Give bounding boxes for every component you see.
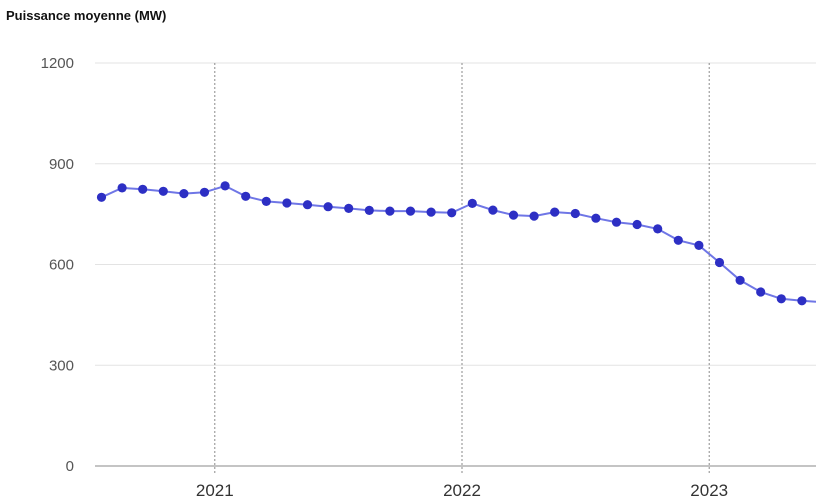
data-point xyxy=(323,202,333,212)
year-gridlines xyxy=(214,63,710,474)
data-point xyxy=(611,217,622,227)
data-point xyxy=(344,203,354,213)
data-point xyxy=(302,200,313,210)
data-point xyxy=(694,240,704,250)
data-point xyxy=(529,211,539,221)
data-point xyxy=(385,206,395,216)
chart-title: Puissance moyenne (MW) xyxy=(6,8,167,23)
x-tick-label: 2023 xyxy=(690,481,728,500)
data-point xyxy=(364,205,374,215)
data-point xyxy=(735,275,745,285)
data-point xyxy=(550,207,560,217)
x-tick-label: 2021 xyxy=(196,481,234,500)
x-tick-label: 2022 xyxy=(443,481,481,500)
data-point xyxy=(673,235,683,245)
data-point xyxy=(714,257,725,268)
data-point xyxy=(261,196,271,206)
data-point xyxy=(199,187,210,197)
data-point xyxy=(282,198,292,208)
data-point xyxy=(96,192,107,202)
y-tick-label: 300 xyxy=(49,357,74,374)
y-tick-label: 0 xyxy=(66,458,74,475)
data-point xyxy=(117,183,127,193)
y-tick-label: 900 xyxy=(49,156,74,173)
data-point xyxy=(488,205,498,215)
series-layer xyxy=(96,181,816,306)
data-point xyxy=(426,207,436,217)
data-point xyxy=(158,186,168,196)
data-point xyxy=(138,184,148,194)
data-point xyxy=(756,287,766,297)
y-tick-label: 1200 xyxy=(41,55,74,72)
data-point xyxy=(776,294,786,304)
data-point xyxy=(467,198,477,208)
data-point xyxy=(653,224,663,234)
data-point xyxy=(570,208,580,219)
y-tick-label: 600 xyxy=(49,257,74,274)
x-axis-tick-labels: 2021 2022 2023 xyxy=(196,481,728,500)
data-point xyxy=(591,213,601,223)
data-point xyxy=(508,210,519,220)
data-point xyxy=(447,208,457,218)
data-point xyxy=(220,181,230,191)
data-point xyxy=(241,191,251,201)
data-point xyxy=(797,296,807,306)
data-point xyxy=(632,219,642,230)
y-axis-tick-labels: 0 300 600 900 1200 xyxy=(41,55,74,475)
data-point xyxy=(405,206,416,216)
data-point xyxy=(179,189,189,199)
